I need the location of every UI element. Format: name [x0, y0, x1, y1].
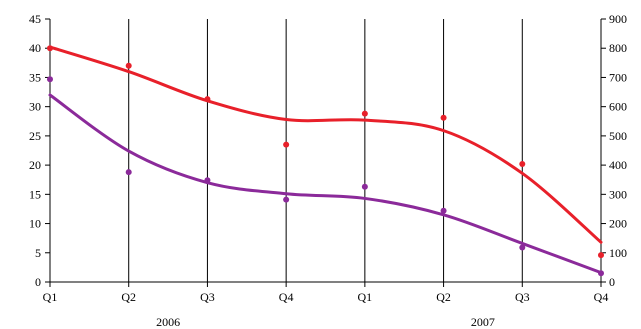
- y-right-tick-label: 400: [609, 158, 627, 172]
- series-2-trend-line: [48, 93, 603, 275]
- y-left-tick-label: 25: [29, 129, 41, 143]
- x-tick-label: Q2: [121, 290, 136, 304]
- y-left-tick-label: 5: [35, 246, 41, 260]
- x-tick-label: Q1: [358, 290, 373, 304]
- x-tick-label: Q4: [279, 290, 294, 304]
- y-right-tick-label: 700: [609, 70, 627, 84]
- y-right-tick-label: 800: [609, 41, 627, 55]
- series-2-point: [204, 177, 211, 184]
- label-layer: 0 5 10 15 20 25 30 35 40 45 0 100 200 300 400 500 600 700…: [29, 12, 627, 329]
- axes-layer: [45, 18, 606, 287]
- x-tick-label: Q3: [515, 290, 530, 304]
- y-right-tick-label: 600: [609, 100, 627, 114]
- y-left-tick-label: 35: [29, 70, 41, 84]
- y-right-tick-label: 100: [609, 246, 627, 260]
- series-2-point: [125, 169, 132, 176]
- y-left-tick-label: 40: [29, 41, 41, 55]
- x-group-label: 2007: [471, 315, 495, 329]
- x-tick-label: Q1: [43, 290, 58, 304]
- y-left-tick-label: 15: [29, 187, 41, 201]
- series-2-point: [283, 196, 290, 203]
- y-right-tick-label: 200: [609, 217, 627, 231]
- y-left-tick-label: 0: [35, 275, 41, 289]
- y-left-tick-label: 45: [29, 12, 41, 26]
- point-layer: [47, 45, 604, 277]
- series-1-trend-line: [48, 45, 603, 244]
- series-1-point: [519, 160, 526, 167]
- series-1-point: [283, 141, 290, 148]
- x-tick-label: Q3: [200, 290, 215, 304]
- y-right-tick-label: 300: [609, 187, 627, 201]
- x-tick-label: Q4: [594, 290, 609, 304]
- x-group-label: 2006: [156, 315, 180, 329]
- series-2-point: [598, 270, 604, 277]
- series-1-point: [125, 62, 132, 69]
- x-tick-label: Q2: [436, 290, 451, 304]
- series-1-point: [47, 45, 53, 52]
- y-right-tick-label: 900: [609, 12, 627, 26]
- series-1-point: [440, 114, 447, 121]
- y-left-tick-label: 20: [29, 158, 41, 172]
- grid-layer: [128, 19, 523, 282]
- y-left-tick-label: 10: [29, 217, 41, 231]
- series-2-point: [361, 183, 368, 190]
- series-1-point: [598, 252, 604, 259]
- series-1-point: [361, 110, 368, 117]
- trend-layer: [48, 45, 603, 275]
- series-2-point: [519, 244, 526, 251]
- y-right-tick-label: 500: [609, 129, 627, 143]
- series-1-point: [204, 96, 211, 103]
- series-2-point: [47, 76, 53, 83]
- y-left-tick-label: 30: [29, 100, 41, 114]
- series-2-point: [440, 207, 447, 214]
- y-right-tick-label: 0: [609, 275, 615, 289]
